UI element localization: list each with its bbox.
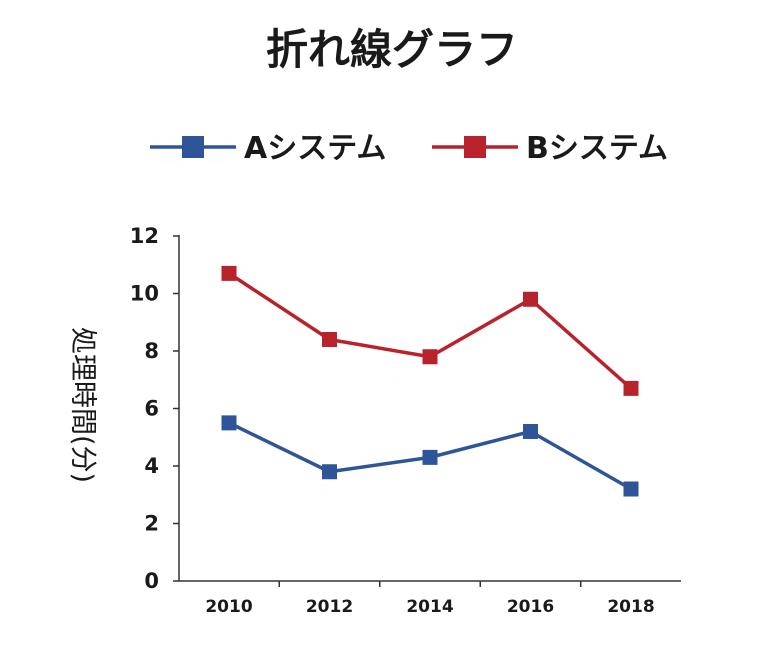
data-point-marker	[322, 332, 337, 347]
series-b	[221, 265, 639, 396]
data-point-marker	[322, 464, 337, 480]
legend: Aシステム Bシステム	[150, 131, 668, 166]
data-point-marker	[523, 291, 538, 307]
data-point-marker	[422, 449, 438, 465]
legend-item: Aシステム	[150, 131, 386, 166]
x-tick-label: 2012	[306, 597, 353, 617]
data-point-marker	[523, 424, 538, 439]
x-tick-label: 2016	[507, 597, 554, 617]
data-point-marker	[221, 415, 237, 431]
plot-area	[221, 265, 639, 497]
legend-marker-swatch	[464, 136, 486, 158]
y-tick-label: 6	[144, 397, 159, 421]
data-point-marker	[623, 481, 639, 497]
y-tick-label: 8	[144, 339, 159, 363]
y-tick-label: 10	[130, 282, 159, 306]
legend-label: Bシステム	[526, 131, 668, 166]
series-a	[221, 415, 639, 497]
data-point-marker	[422, 349, 438, 365]
x-axis-ticks: 2010 2012 2014 2016 2018	[205, 581, 655, 617]
data-point-marker	[623, 380, 639, 396]
y-tick-label: 12	[130, 224, 159, 248]
x-tick-label: 2010	[205, 597, 252, 617]
data-point-marker	[221, 265, 237, 281]
legend-label: Aシステム	[244, 131, 386, 166]
y-axis-ticks: 0 2 4 6 8 10 12	[130, 224, 179, 593]
y-tick-label: 0	[144, 569, 159, 593]
series-line	[228, 271, 633, 390]
y-tick-label: 2	[144, 512, 159, 536]
x-tick-label: 2014	[406, 597, 453, 617]
chart-title: 折れ線グラフ	[266, 25, 518, 74]
y-axis-label: 処理時間(分)	[67, 327, 98, 483]
y-tick-label: 4	[144, 454, 159, 478]
x-tick-label: 2018	[607, 597, 654, 617]
legend-marker-swatch	[182, 136, 204, 158]
legend-item: Bシステム	[432, 131, 668, 166]
